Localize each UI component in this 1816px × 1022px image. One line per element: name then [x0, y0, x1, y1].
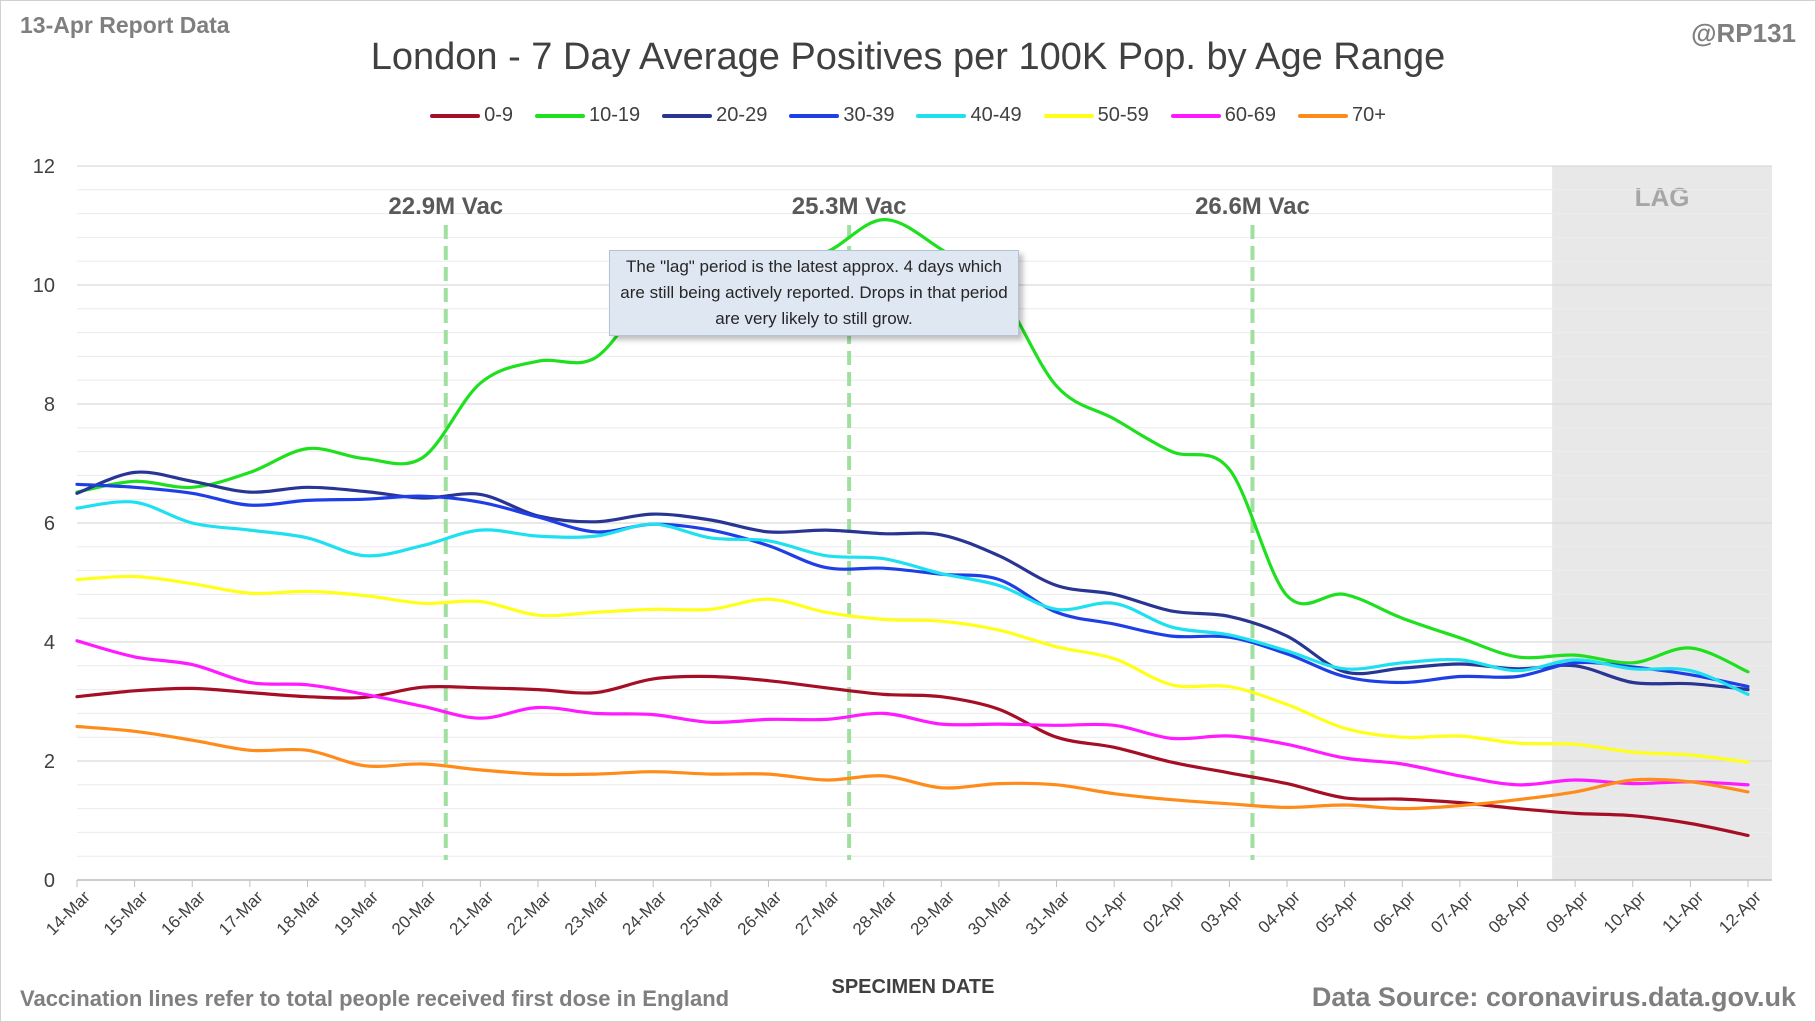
- vaccination-lines: 22.9M Vac 25.3M Vac 26.6M Vac: [388, 193, 1310, 860]
- y-tick-label: 2: [44, 751, 55, 773]
- x-tick-label: 15-Mar: [100, 887, 152, 939]
- legend-item: 60-69: [1170, 104, 1276, 127]
- legend-swatch: [535, 113, 586, 118]
- y-tick-label: 0: [44, 870, 55, 892]
- x-tick-label: 07-Apr: [1427, 887, 1477, 937]
- lag-explanation-callout: The "lag" period is the latest approx. 4…: [609, 250, 1019, 336]
- x-tick-label: 16-Mar: [158, 887, 210, 939]
- x-tick-label: 18-Mar: [273, 887, 325, 939]
- legend-label: 70+: [1351, 104, 1386, 126]
- y-tick-label: 6: [44, 513, 55, 535]
- x-tick-label: 04-Apr: [1254, 887, 1304, 937]
- x-tick-label: 01-Apr: [1081, 887, 1131, 937]
- legend-item: 40-49: [916, 104, 1022, 127]
- x-tick-label: 10-Apr: [1600, 887, 1650, 937]
- x-tick-label: 22-Mar: [503, 887, 555, 939]
- x-tick-label: 05-Apr: [1312, 887, 1362, 937]
- legend-label: 10-19: [589, 104, 641, 126]
- y-tick-label: 10: [33, 275, 55, 297]
- legend-swatch: [430, 113, 481, 118]
- vaccination-footnote: Vaccination lines refer to total people …: [20, 986, 730, 1011]
- x-tick-label: 31-Mar: [1022, 887, 1074, 939]
- x-tick-label: 03-Apr: [1197, 887, 1247, 937]
- series-lines: [75, 217, 1750, 837]
- x-tick-label: 06-Apr: [1370, 887, 1420, 937]
- legend-swatch: [916, 113, 967, 118]
- series-line-60-69: [75, 639, 1750, 787]
- data-source: Data Source: coronavirus.data.gov.uk: [1311, 982, 1796, 1012]
- legend-swatch: [1170, 113, 1221, 118]
- series-line-70plus: [75, 724, 1750, 811]
- x-tick-label: 12-Apr: [1715, 887, 1765, 937]
- x-tick-label: 17-Mar: [215, 887, 267, 939]
- report-date-label: 13-Apr Report Data: [20, 12, 230, 38]
- x-tick-label: 29-Mar: [907, 887, 959, 939]
- vaccination-line-label: 25.3M Vac: [792, 193, 907, 220]
- x-tick-label: 21-Mar: [446, 887, 498, 939]
- legend-item: 50-59: [1043, 104, 1149, 127]
- legend: 0-9 10-19 20-29 30-39 40-49 50-59 60-69 70+: [0, 104, 1816, 127]
- series-line-0-9: [75, 674, 1750, 837]
- series-line-50-59: [75, 574, 1750, 764]
- series-line-20-29: [75, 470, 1750, 692]
- x-tick-label: 14-Mar: [42, 887, 94, 939]
- x-tick-label: 30-Mar: [964, 887, 1016, 939]
- legend-swatch: [662, 113, 713, 118]
- x-tick-label: 23-Mar: [561, 887, 613, 939]
- x-tick-label: 26-Mar: [734, 887, 786, 939]
- legend-item: 70+: [1297, 104, 1386, 127]
- vaccination-line-label: 22.9M Vac: [388, 193, 503, 220]
- x-tick-label: 11-Apr: [1659, 887, 1708, 936]
- author-handle: @RP131: [1691, 18, 1796, 48]
- series-line-40-49: [75, 500, 1750, 696]
- legend-label: 20-29: [716, 104, 768, 126]
- legend-swatch: [1297, 113, 1348, 118]
- legend-item: 20-29: [662, 104, 767, 127]
- x-tick-label: 02-Apr: [1139, 887, 1189, 937]
- x-tick-label: 20-Mar: [388, 887, 440, 939]
- legend-item: 0-9: [430, 104, 513, 127]
- x-tick-label: 08-Apr: [1485, 887, 1535, 937]
- y-tick-label: 12: [33, 156, 55, 178]
- x-tick-label: 09-Apr: [1542, 887, 1592, 937]
- x-axis-title: SPECIMEN DATE: [831, 976, 995, 998]
- legend-label: 50-59: [1097, 104, 1149, 126]
- x-tick-label: 19-Mar: [330, 887, 382, 939]
- legend-label: 60-69: [1224, 104, 1276, 126]
- series-line-30-39: [75, 482, 1750, 689]
- legend-label: 40-49: [970, 104, 1022, 126]
- legend-label: 0-9: [484, 104, 514, 126]
- y-tick-label: 4: [44, 632, 55, 654]
- x-tick-label: 24-Mar: [619, 887, 671, 939]
- legend-swatch: [1043, 113, 1094, 118]
- x-tick-label: 28-Mar: [849, 887, 901, 939]
- x-tick-label: 25-Mar: [676, 887, 728, 939]
- legend-label: 30-39: [843, 104, 895, 126]
- legend-item: 30-39: [789, 104, 894, 127]
- y-tick-label: 8: [44, 394, 55, 416]
- chart-title: London - 7 Day Average Positives per 100…: [370, 36, 1446, 78]
- series-line-10-19: [75, 217, 1750, 674]
- legend-swatch: [789, 113, 840, 118]
- legend-item: 10-19: [535, 104, 640, 127]
- x-tick-label: 27-Mar: [791, 887, 843, 939]
- lag-label: LAG: [1635, 182, 1690, 212]
- vaccination-line-label: 26.6M Vac: [1195, 193, 1310, 220]
